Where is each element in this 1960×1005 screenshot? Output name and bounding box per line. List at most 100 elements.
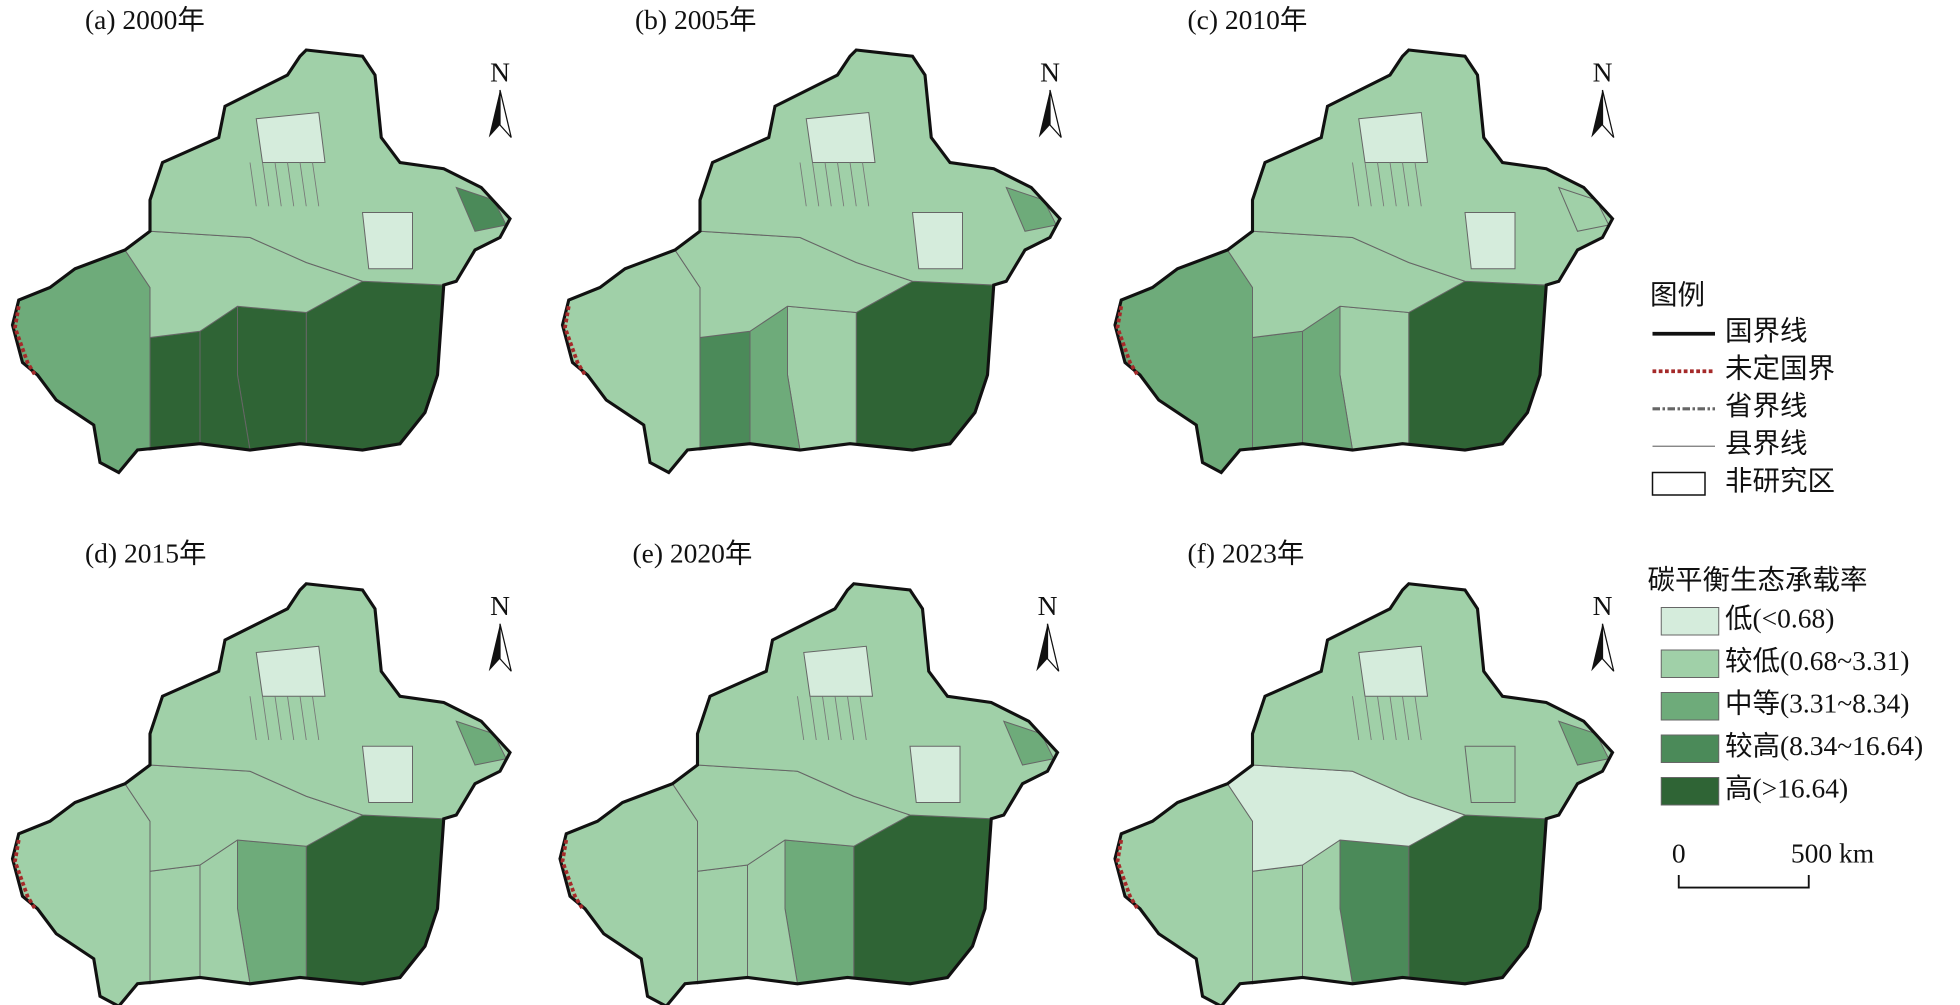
- region: [1358, 111, 1429, 163]
- legend-class: 中等(3.31~8.34): [1725, 688, 1909, 719]
- county-line: [1377, 696, 1385, 741]
- region: [1464, 212, 1516, 270]
- county-line: [834, 696, 842, 741]
- north-arrow: [499, 89, 512, 138]
- region: [1408, 814, 1547, 985]
- region: [149, 864, 201, 985]
- undetermined-border: [1115, 839, 1140, 910]
- border: [1113, 582, 1615, 1005]
- region: [1114, 783, 1253, 1005]
- county-line: [1389, 696, 1397, 741]
- region: [1408, 280, 1547, 451]
- border: [558, 582, 1060, 1005]
- scale-label: 0: [1672, 838, 1686, 869]
- panel-title: (f) 2023年: [1188, 538, 1305, 569]
- county-line: [1364, 696, 1372, 741]
- region: [1339, 305, 1410, 451]
- north-arrow: [1591, 90, 1603, 138]
- county-line: [299, 162, 307, 207]
- panel-title: (a) 2000年: [85, 4, 205, 35]
- north-arrow: [1038, 90, 1050, 138]
- legend-class: 较低(0.68~3.31): [1725, 645, 1909, 676]
- legend-swatch: [1660, 649, 1720, 678]
- county-line: [809, 696, 817, 741]
- north-label: N: [1038, 590, 1058, 621]
- north-label: N: [490, 56, 510, 87]
- map-panel: (d) 2015年 N: [10, 538, 512, 1005]
- region: [855, 280, 995, 451]
- border: [10, 582, 512, 1005]
- map-panel: (f) 2023年 N: [1113, 538, 1615, 1005]
- north-arrow: [488, 623, 500, 672]
- county-line: [797, 696, 805, 741]
- north-arrow: [499, 623, 512, 672]
- panel-title: (e) 2020年: [633, 538, 753, 569]
- figure-body: (a) 2000年 N (b) 2005年 N (c) 2010年 N (d) 2015年 N…: [10, 4, 1923, 1005]
- county-line: [249, 696, 257, 741]
- county-line: [812, 162, 820, 207]
- county-line: [299, 696, 307, 741]
- panel-title: (b) 2005年: [635, 4, 756, 35]
- region: [255, 111, 326, 163]
- legend-item: 未定国界: [1725, 353, 1835, 384]
- class-title: 碳平衡生态承载率: [1648, 564, 1868, 595]
- region: [697, 864, 748, 985]
- undetermined-border: [1115, 305, 1140, 376]
- county-line: [1402, 696, 1410, 741]
- legend-symbol: [1651, 471, 1706, 496]
- region: [784, 839, 855, 985]
- county-line: [312, 696, 320, 741]
- legend-title: 图例: [1650, 279, 1705, 310]
- north-arrow: [488, 90, 500, 138]
- county-line: [799, 162, 807, 207]
- region: [1464, 745, 1516, 803]
- region: [11, 783, 151, 1005]
- region: [559, 783, 698, 1005]
- county-line: [1402, 162, 1410, 207]
- county-line: [859, 696, 867, 741]
- legend-class: 低(<0.68): [1725, 603, 1834, 634]
- county-line: [822, 696, 830, 741]
- north-label: N: [490, 590, 510, 621]
- scale-label: 500 km: [1791, 838, 1874, 869]
- region: [305, 814, 445, 985]
- border: [1113, 48, 1615, 475]
- legend-swatch: [1660, 777, 1720, 806]
- legend-swatch: [1660, 734, 1720, 763]
- region: [237, 839, 307, 985]
- legend-item: 国界线: [1725, 315, 1808, 346]
- border: [10, 48, 512, 475]
- county-line: [1414, 162, 1422, 207]
- legend-swatch: [1660, 692, 1720, 721]
- north-arrow: [1049, 89, 1062, 138]
- county-line: [837, 162, 845, 207]
- county-line: [287, 696, 295, 741]
- region: [1114, 249, 1253, 474]
- region: [361, 745, 413, 803]
- panel-title: (c) 2010年: [1188, 4, 1308, 35]
- county-line: [287, 162, 295, 207]
- region: [911, 212, 963, 270]
- map-panel: (a) 2000年 N: [10, 4, 512, 475]
- county-line: [1377, 162, 1385, 207]
- legend-item: 非研究区: [1725, 465, 1835, 496]
- county-line: [262, 162, 270, 207]
- county-line: [274, 162, 282, 207]
- region: [803, 645, 874, 697]
- legend-item: 县界线: [1725, 428, 1808, 459]
- region: [361, 212, 413, 270]
- county-line: [249, 162, 257, 207]
- north-arrow: [1601, 89, 1615, 138]
- county-line: [847, 696, 855, 741]
- region: [1252, 864, 1303, 985]
- region: [787, 305, 857, 451]
- county-line: [1352, 162, 1360, 207]
- region: [305, 280, 445, 451]
- undetermined-border: [560, 839, 585, 910]
- panel-title: (d) 2015年: [85, 538, 206, 569]
- region: [1339, 839, 1410, 985]
- region: [149, 330, 201, 451]
- border: [560, 48, 1062, 475]
